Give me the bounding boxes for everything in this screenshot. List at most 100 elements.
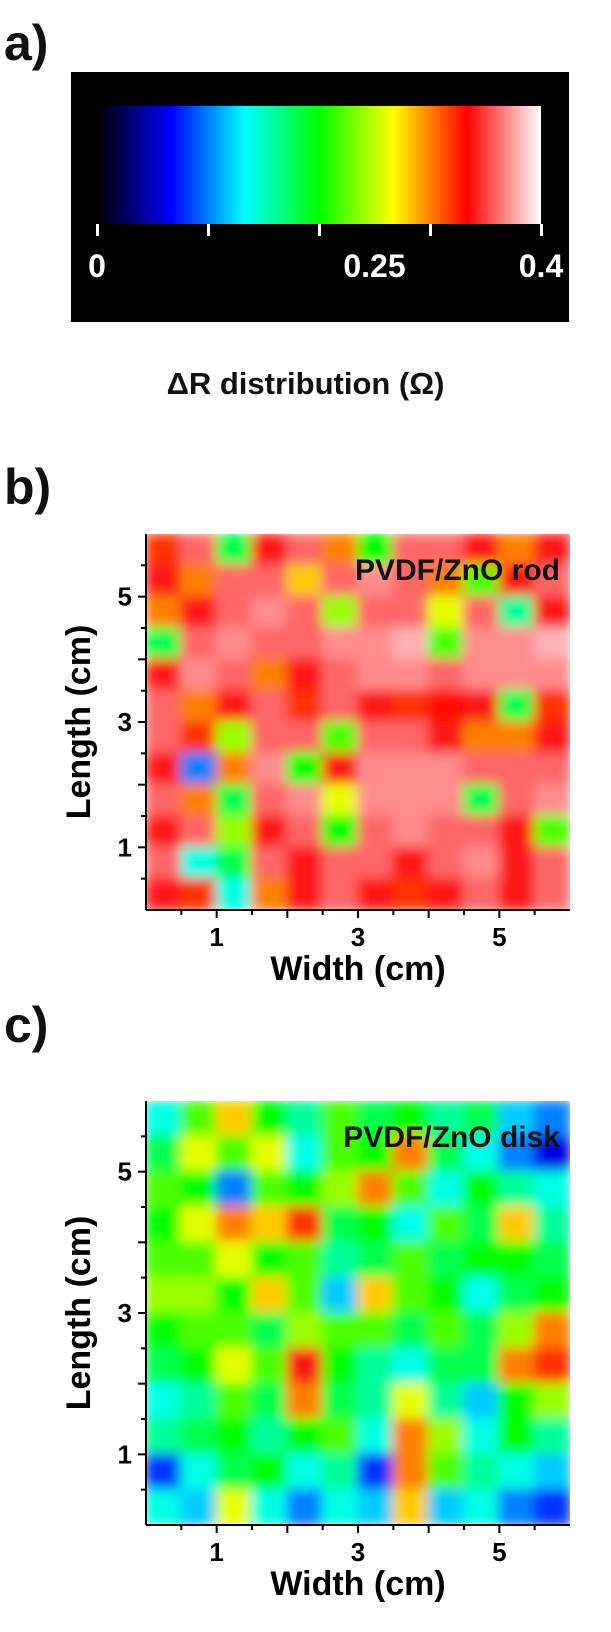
heatmap-cell: [427, 877, 465, 910]
heatmap-cell: [321, 1135, 359, 1173]
heatmap-cell: [146, 721, 183, 755]
heatmap-cell: [286, 752, 324, 786]
y-axis-label: Length (cm): [60, 1216, 98, 1411]
heatmap-cell: [146, 1347, 183, 1385]
heatmap-cell: [533, 752, 570, 786]
heatmap-cell: [251, 595, 289, 629]
heatmap-cell: [321, 1488, 359, 1525]
heatmap-cell: [463, 689, 501, 723]
colorbar-tick: [429, 224, 432, 236]
colorbar-tick: [318, 224, 321, 236]
heatmap-cell: [146, 1312, 183, 1350]
heatmap-cell: [251, 564, 289, 598]
heatmap-cell: [392, 627, 430, 661]
chart-title: PVDF/ZnO disk: [343, 1121, 560, 1154]
heatmap-cell: [215, 658, 253, 692]
heatmap-cell: [251, 1347, 289, 1385]
heatmap-cell: [251, 1418, 289, 1456]
heatmap-cell: [251, 1206, 289, 1244]
heatmap-cell: [146, 752, 183, 786]
heatmap-cell: [286, 627, 324, 661]
heatmap-cell: [498, 1488, 536, 1525]
heatmap-cell: [321, 721, 359, 755]
heatmap-cell: [321, 1312, 359, 1350]
heatmap-cell: [427, 1170, 465, 1208]
heatmap-cell: [357, 534, 395, 567]
heatmap-cell: [180, 1418, 218, 1456]
heatmap-cell: [357, 627, 395, 661]
heatmap-cell: [180, 783, 218, 817]
heatmap-cell: [286, 1382, 324, 1420]
heatmap-cell: [321, 658, 359, 692]
heatmap-cell: [392, 534, 430, 567]
heatmap-cell: [286, 595, 324, 629]
heatmap-cell: [533, 783, 570, 817]
heatmap-cell: [463, 1241, 501, 1279]
heatmap-rod: 1 3 5 1 3 5 Width (cm) Length (cm) PVDF/ZnO rod: [60, 534, 570, 988]
heatmap-cell: [498, 1135, 536, 1173]
heatmap-cell: [251, 1241, 289, 1279]
heatmap-cell: [180, 1101, 218, 1138]
heatmap-cell: [463, 1276, 501, 1314]
heatmap-cell: [146, 783, 183, 817]
heatmap-cell: [286, 1453, 324, 1491]
heatmap-cell: [392, 721, 430, 755]
heatmap-cell: [427, 1276, 465, 1314]
heatmap-cell: [251, 627, 289, 661]
panel-label-c: c): [4, 997, 49, 1053]
heatmap-cell: [321, 1347, 359, 1385]
heatmap-cell: [533, 1241, 570, 1279]
heatmap-cell: [251, 534, 289, 567]
colorbar-tick-label: 0: [88, 248, 106, 284]
heatmap-cell: [180, 627, 218, 661]
colorbar-tick-label: 0.4: [518, 248, 564, 284]
heatmap-cell: [357, 846, 395, 880]
heatmap-cell: [392, 1135, 430, 1173]
heatmap-cell: [498, 1347, 536, 1385]
heatmap-cell: [498, 1241, 536, 1279]
heatmap-cell: [180, 721, 218, 755]
heatmap-cell: [498, 1101, 536, 1138]
heatmap-cell: [357, 783, 395, 817]
heatmap-cell: [533, 846, 570, 880]
heatmap-cell: [392, 1418, 430, 1456]
x-tick-label: 1: [209, 922, 223, 952]
heatmap-cell: [392, 752, 430, 786]
heatmap-cell: [463, 752, 501, 786]
heatmap-cell: [251, 1101, 289, 1138]
x-axis-label: Width (cm): [270, 1565, 445, 1603]
heatmap-cell: [498, 1170, 536, 1208]
heatmap-cell: [533, 815, 570, 849]
heatmap-cell: [180, 689, 218, 723]
heatmap-cell: [498, 1453, 536, 1491]
heatmap-cell: [357, 689, 395, 723]
heatmap-cell: [286, 1347, 324, 1385]
heatmap-cell: [427, 1418, 465, 1456]
heatmap-cell: [215, 721, 253, 755]
heatmap-cell: [215, 1135, 253, 1173]
heatmap-cell: [357, 815, 395, 849]
heatmap-cell: [146, 877, 183, 910]
heatmap-cell: [321, 595, 359, 629]
heatmap-cell: [215, 1241, 253, 1279]
heatmap-cell: [321, 815, 359, 849]
heatmap-cell: [357, 564, 395, 598]
heatmap-cell: [463, 627, 501, 661]
heatmap-cell: [392, 1347, 430, 1385]
heatmap-cell: [286, 1101, 324, 1138]
x-tick-label: 5: [492, 922, 506, 952]
heatmap-cell: [180, 595, 218, 629]
heatmap-cell: [215, 1382, 253, 1420]
heatmap-cell: [427, 752, 465, 786]
heatmap-cell: [321, 1276, 359, 1314]
x-tick-label: 3: [351, 1537, 365, 1567]
heatmap-cell: [357, 1453, 395, 1491]
x-tick-label: 5: [492, 1537, 506, 1567]
heatmap-cell: [463, 1312, 501, 1350]
heatmap-cell: [321, 564, 359, 598]
heatmap-cell: [251, 877, 289, 910]
colorbar-tick: [540, 224, 543, 236]
heatmap-cell: [146, 815, 183, 849]
heatmap-cell: [215, 783, 253, 817]
heatmap-cell: [146, 1382, 183, 1420]
